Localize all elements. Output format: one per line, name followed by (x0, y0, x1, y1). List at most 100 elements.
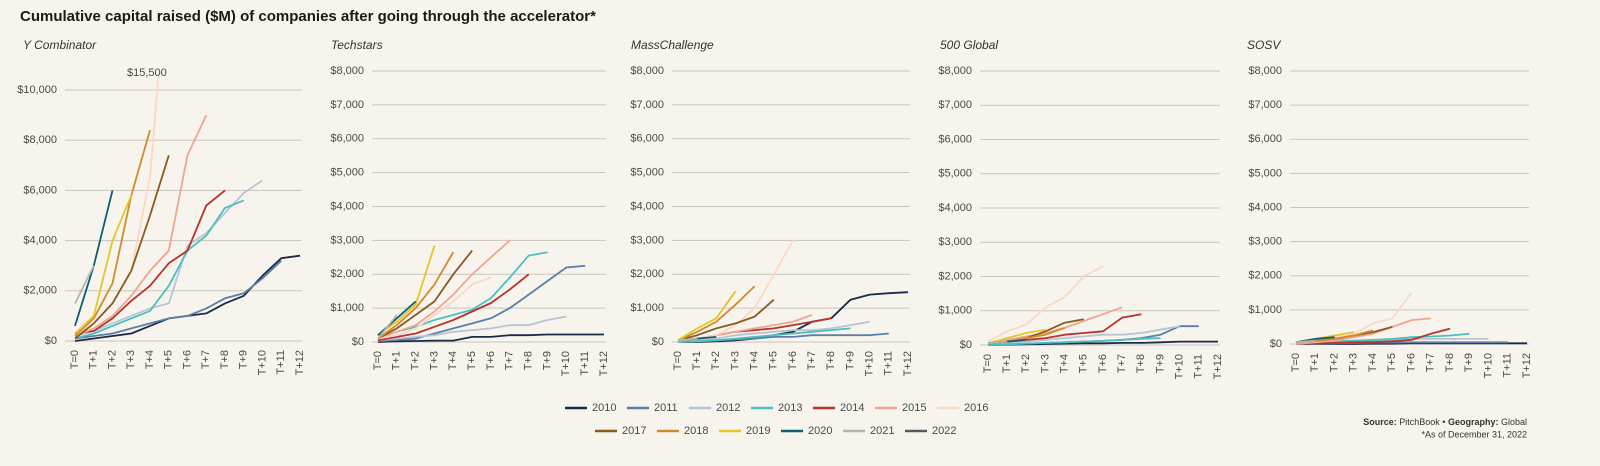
x-tick-label: T+7 (200, 350, 212, 369)
series-line (74, 190, 114, 327)
y-tick-label: $5,000 (938, 168, 972, 180)
x-tick-label: T+5 (466, 351, 478, 370)
series-line (987, 325, 1180, 346)
x-tick-label: T+6 (787, 351, 799, 370)
x-tick-label: T+6 (1097, 354, 1109, 373)
series-line (377, 264, 586, 342)
y-tick-label: $8,000 (630, 65, 664, 77)
y-tick-label: $4,000 (23, 235, 57, 247)
series-line (377, 251, 455, 340)
panel-title: SOSV (1247, 38, 1281, 52)
x-tick-label: T+10 (256, 350, 268, 375)
series-line (74, 189, 226, 335)
y-tick-label: $6,000 (938, 133, 972, 145)
x-tick-label: T+10 (1174, 354, 1186, 379)
series-line (377, 249, 473, 340)
series-line (1295, 339, 1316, 344)
x-tick-label: T+4 (447, 351, 459, 370)
source: PitchBook (1399, 417, 1440, 427)
plot-area (74, 76, 301, 342)
series-line (377, 276, 492, 340)
y-tick-label: $6,000 (630, 133, 664, 145)
y-tick-label: $3,000 (630, 234, 664, 246)
series-line (987, 328, 1046, 345)
panel-title: MassChallenge (631, 38, 714, 52)
series-line (1295, 327, 1451, 345)
x-tick-label: T+9 (541, 351, 553, 370)
y-tick-label: $8,000 (23, 134, 57, 146)
series-line (677, 327, 851, 343)
x-tick-label: T+6 (1405, 353, 1417, 372)
x-tick-label: T+12 (902, 351, 914, 376)
legend-label: 2020 (808, 425, 832, 437)
legend-label: 2019 (746, 425, 770, 437)
y-tick-label: $8,000 (938, 65, 972, 77)
x-tick-label: T=0 (372, 351, 384, 370)
y-tick-label: $10,000 (17, 84, 57, 96)
x-tick-label: T+11 (883, 351, 895, 376)
y-tick-label: $2,000 (630, 268, 664, 280)
x-tick-label: T+11 (275, 350, 287, 375)
x-tick-label: T=0 (982, 354, 994, 373)
x-tick-label: T+5 (163, 350, 175, 369)
y-tick-label: $3,000 (938, 236, 972, 248)
x-tick-label: T+2 (410, 351, 422, 370)
legend-label: 2017 (622, 425, 646, 437)
series-line (987, 340, 1008, 345)
x-tick-label: T+11 (1193, 354, 1205, 379)
y-tick-label: $5,000 (630, 167, 664, 179)
legend-label: 2014 (840, 402, 864, 414)
source-line: Source: PitchBook • Geography: Global (1363, 417, 1527, 427)
series-line (987, 265, 1104, 343)
x-tick-label: T+9 (238, 350, 250, 369)
x-tick-label: T+5 (1078, 354, 1090, 373)
x-tick-label: T=0 (69, 350, 81, 369)
x-tick-label: T+10 (864, 351, 876, 376)
geography-label: Geography: (1448, 417, 1499, 427)
x-tick-label: T+12 (294, 350, 306, 375)
y-tick-label: $6,000 (1248, 133, 1282, 145)
x-tick-label: T+1 (691, 351, 703, 370)
y-tick-label: $6,000 (23, 184, 57, 196)
panel-title: Techstars (331, 38, 383, 52)
x-tick-label: T+3 (1039, 354, 1051, 373)
series-line (1295, 317, 1431, 345)
series-line (677, 285, 756, 342)
legend-label: 2016 (964, 402, 988, 414)
legend-label: 2013 (778, 402, 802, 414)
x-tick-label: T+7 (1425, 353, 1437, 372)
x-tick-label: T+11 (1502, 353, 1514, 378)
legend-label: 2010 (592, 402, 616, 414)
x-tick-label: T+1 (88, 350, 100, 369)
y-tick-label: $0 (960, 339, 972, 351)
geography: Global (1501, 417, 1527, 427)
x-tick-label: T+9 (1154, 354, 1166, 373)
y-tick-label: $4,000 (330, 200, 364, 212)
x-tick-label: T+10 (560, 351, 572, 376)
x-tick-label: T+8 (1135, 354, 1147, 373)
plot-area (377, 239, 604, 343)
x-tick-label: T+8 (1444, 353, 1456, 372)
y-tick-label: $5,000 (1248, 167, 1282, 179)
chart-title: Cumulative capital raised ($M) of compan… (20, 8, 596, 25)
y-tick-label: $8,000 (1248, 65, 1282, 77)
x-tick-label: T+2 (106, 350, 118, 369)
y-tick-label: $6,000 (330, 133, 364, 145)
legend-label: 2015 (902, 402, 926, 414)
y-tick-label: $0 (352, 336, 364, 348)
legend-label: 2011 (654, 402, 678, 414)
y-tick-label: $7,000 (630, 99, 664, 111)
x-tick-label: T+8 (219, 350, 231, 369)
panel-title: 500 Global (940, 38, 998, 52)
x-tick-label: T+12 (1521, 353, 1533, 378)
y-tick-label: $0 (1270, 338, 1282, 350)
legend-label: 2012 (716, 402, 740, 414)
x-tick-label: T+9 (844, 351, 856, 370)
y-tick-label: $0 (45, 335, 57, 347)
x-tick-label: T+2 (1328, 353, 1340, 372)
series-line (377, 245, 436, 336)
x-tick-label: T+12 (598, 351, 610, 376)
y-tick-label: $1,000 (938, 305, 972, 317)
plot-area (677, 239, 909, 343)
y-tick-label: $3,000 (1248, 236, 1282, 248)
